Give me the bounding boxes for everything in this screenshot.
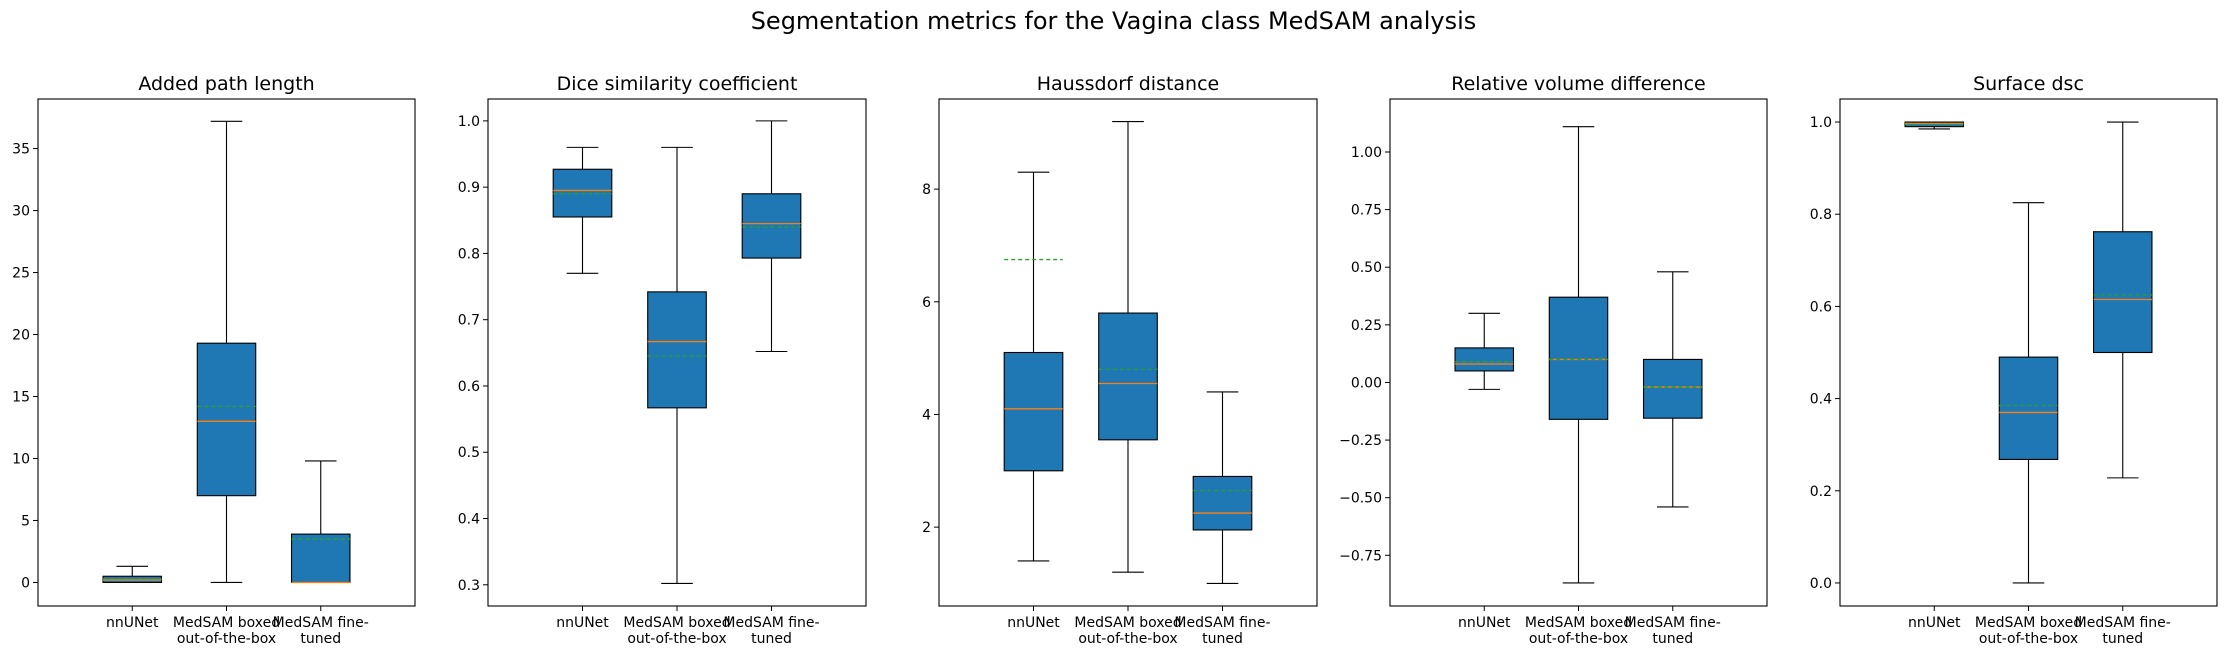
y-tick-label: 0.4: [1810, 392, 1832, 408]
panel-title: Haussdorf distance: [1037, 73, 1220, 95]
y-tick-label: 0: [21, 575, 30, 591]
y-tick-label: −0.75: [1339, 548, 1382, 564]
x-tick-label: MedSAM boxed: [173, 615, 280, 631]
y-tick-label: 0.5: [458, 445, 480, 461]
y-tick-label: 30: [12, 204, 30, 220]
iqr-box: [290, 533, 351, 583]
iqr-box: [1098, 312, 1158, 441]
y-tick-label: 1.00: [1351, 145, 1382, 161]
box-1: [1003, 171, 1064, 562]
box-2: [196, 120, 257, 583]
y-tick-label: 0.7: [458, 313, 480, 329]
y-tick-label: 15: [12, 390, 30, 406]
box-3: [290, 460, 351, 584]
y-tick-label: 0.75: [1351, 203, 1382, 219]
box-3: [2092, 121, 2153, 479]
x-tick-label: tuned: [1202, 631, 1243, 647]
x-tick-label: nnUNet: [556, 615, 609, 631]
box-2: [1098, 120, 1158, 573]
y-tick-label: 1.0: [458, 114, 480, 130]
x-tick-label: MedSAM fine-: [723, 615, 819, 631]
y-tick-label: 0.6: [1810, 299, 1832, 315]
x-tick-label: out-of-the-box: [177, 631, 276, 647]
y-tick-label: 0.3: [458, 578, 480, 594]
y-tick-label: 6: [922, 295, 931, 311]
panel-title: Added path length: [138, 73, 314, 95]
x-tick-label: out-of-the-box: [1529, 631, 1628, 647]
x-tick-label: tuned: [300, 631, 341, 647]
chart-panel-3: Haussdorf distance 2 4 6 8 nnUNet MedSAM boxed…: [922, 73, 1318, 647]
x-tick-label: tuned: [751, 631, 792, 647]
y-tick-label: 25: [12, 266, 30, 282]
x-tick-label: out-of-the-box: [627, 631, 726, 647]
x-tick-label: out-of-the-box: [1078, 631, 1177, 647]
panel-title: Relative volume difference: [1451, 73, 1705, 95]
x-tick-label: tuned: [2102, 631, 2143, 647]
panel-title: Surface dsc: [1973, 73, 2084, 95]
y-tick-label: 8: [922, 182, 931, 198]
box-3: [1192, 391, 1253, 585]
y-tick-label: 0.8: [1810, 207, 1832, 223]
y-tick-label: 0.4: [458, 512, 480, 528]
iqr-box: [552, 168, 613, 218]
iqr-box: [1192, 475, 1253, 531]
box-1: [1904, 121, 1965, 130]
chart-panel-2: Dice similarity coefficient 0.3 0.4 0.5 0.6 0…: [458, 73, 867, 647]
y-tick-label: 0.8: [458, 246, 480, 262]
box-2: [647, 146, 707, 585]
y-tick-label: −0.25: [1339, 433, 1382, 449]
y-tick-label: −0.50: [1339, 491, 1382, 507]
x-tick-label: out-of-the-box: [1979, 631, 2078, 647]
box-2: [1548, 126, 1609, 584]
x-tick-label: MedSAM fine-: [1625, 615, 1721, 631]
iqr-box: [1003, 351, 1064, 472]
box-3: [741, 120, 802, 353]
panel-title: Dice similarity coefficient: [557, 73, 798, 95]
iqr-box: [1642, 358, 1703, 419]
x-tick-label: nnUNet: [106, 615, 159, 631]
y-tick-label: 5: [21, 513, 30, 529]
x-tick-label: nnUNet: [1458, 615, 1511, 631]
y-tick-label: 0.00: [1351, 375, 1382, 391]
box-1: [552, 146, 613, 274]
chart-panel-5: Surface dsc 0.0 0.2 0.4 0.6 0.8 1.0 nnUNet MedSA…: [1810, 73, 2218, 647]
x-tick-label: tuned: [1652, 631, 1693, 647]
x-tick-label: MedSAM fine-: [2075, 615, 2171, 631]
y-tick-label: 20: [12, 328, 30, 344]
box-3: [1642, 271, 1703, 508]
chart-panel-4: Relative volume difference −0.75 −0.50 −0.2…: [1339, 73, 1768, 647]
chart-panel-1: Added path length 0 5 10 15 20 25 30 35 nnUNet Med…: [12, 73, 416, 647]
y-tick-label: 4: [922, 407, 931, 423]
y-tick-label: 0.6: [458, 379, 480, 395]
iqr-box: [196, 342, 257, 497]
iqr-box: [2092, 231, 2153, 354]
y-tick-label: 2: [922, 520, 931, 536]
iqr-box: [647, 291, 707, 409]
iqr-box: [1454, 347, 1515, 372]
x-tick-label: nnUNet: [1007, 615, 1060, 631]
iqr-box: [741, 193, 802, 259]
box-2: [1998, 202, 2059, 584]
x-tick-label: MedSAM boxed: [1074, 615, 1181, 631]
y-tick-label: 1.0: [1810, 115, 1832, 131]
figure-title: Segmentation metrics for the Vagina clas…: [751, 7, 1477, 35]
iqr-box: [1548, 296, 1609, 420]
y-tick-label: 0.50: [1351, 260, 1382, 276]
x-tick-label: MedSAM fine-: [273, 615, 369, 631]
y-tick-label: 0.0: [1810, 576, 1832, 592]
x-tick-label: MedSAM boxed: [1525, 615, 1632, 631]
y-tick-label: 0.2: [1810, 484, 1832, 500]
y-tick-label: 35: [12, 142, 30, 158]
iqr-box: [1998, 356, 2059, 460]
y-tick-label: 10: [12, 451, 30, 467]
x-tick-label: MedSAM fine-: [1174, 615, 1270, 631]
x-tick-label: nnUNet: [1908, 615, 1961, 631]
y-tick-label: 0.25: [1351, 318, 1382, 334]
box-1: [102, 565, 163, 583]
y-tick-label: 0.9: [458, 180, 480, 196]
x-tick-label: MedSAM boxed: [623, 615, 730, 631]
box-1: [1454, 312, 1515, 390]
x-tick-label: MedSAM boxed: [1975, 615, 2082, 631]
